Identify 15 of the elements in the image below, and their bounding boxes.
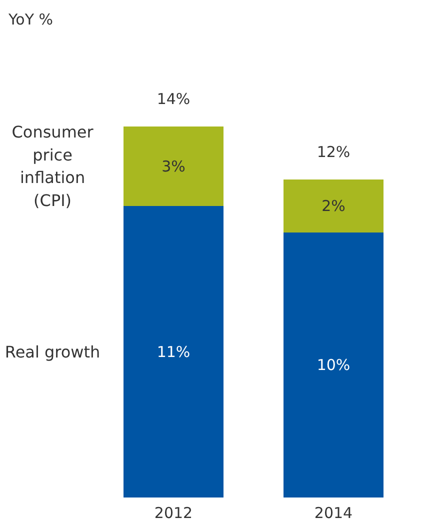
total-label: 12% (316, 142, 350, 161)
data-label: 3% (162, 157, 186, 176)
data-label: 2% (322, 197, 346, 215)
bar (284, 232, 384, 498)
chart-title: YoY % (8, 10, 54, 28)
x-tick-label: 2012 (154, 504, 193, 522)
series-label: Consumer price inflation (CPI) (12, 122, 94, 210)
x-tick-label: 2014 (314, 504, 353, 522)
total-label: 14% (156, 90, 190, 108)
bar (284, 180, 384, 232)
data-label: 11% (156, 342, 190, 361)
data-label: 10% (316, 356, 350, 374)
bar (124, 126, 224, 206)
series-label: Real growth (4, 342, 100, 362)
bar (124, 206, 224, 498)
